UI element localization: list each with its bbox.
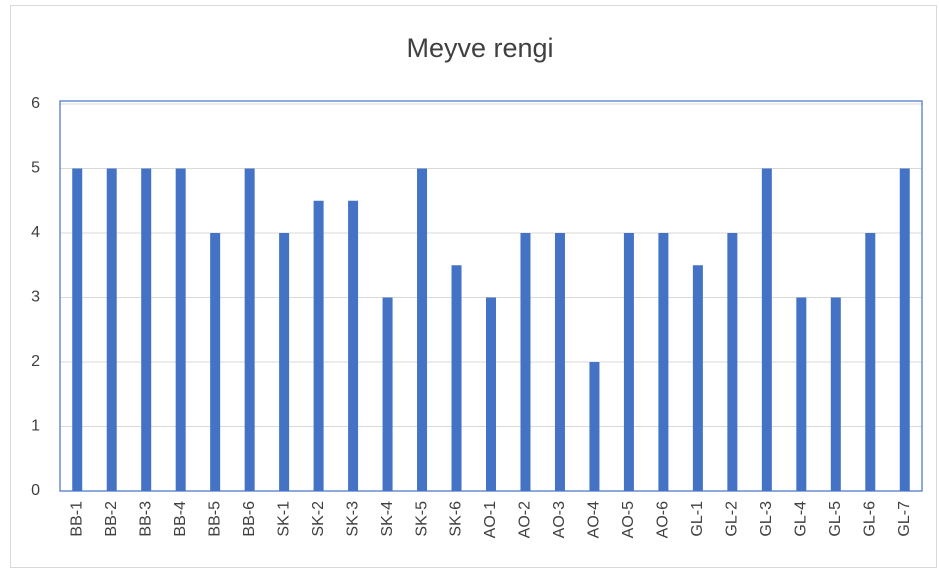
chart-title: Meyve rengi bbox=[406, 33, 553, 63]
x-tick-label: GL-7 bbox=[896, 501, 913, 537]
y-tick-label: 4 bbox=[31, 224, 40, 241]
y-tick-label: 2 bbox=[31, 353, 40, 370]
bar bbox=[486, 297, 496, 491]
x-tick-label: GL-1 bbox=[689, 501, 706, 537]
bar bbox=[692, 265, 703, 491]
x-tick-label: SK-3 bbox=[344, 501, 361, 537]
x-tick-label: BB-5 bbox=[206, 501, 223, 537]
bar bbox=[244, 168, 255, 491]
bar bbox=[761, 168, 772, 491]
bar bbox=[72, 168, 83, 491]
x-tick-label: BB-6 bbox=[241, 501, 258, 537]
bar bbox=[520, 233, 531, 491]
x-tick-label: BB-4 bbox=[172, 501, 189, 537]
x-tick-label: SK-4 bbox=[379, 501, 396, 537]
bar bbox=[141, 168, 152, 491]
bar bbox=[106, 168, 117, 491]
x-tick-label: BB-3 bbox=[137, 501, 154, 537]
x-tick-label: SK-1 bbox=[275, 501, 292, 537]
y-tick-label: 5 bbox=[31, 160, 40, 177]
bar bbox=[417, 168, 428, 491]
bar bbox=[658, 233, 669, 491]
x-tick-label: SK-6 bbox=[448, 501, 465, 537]
bar bbox=[830, 297, 841, 491]
bar bbox=[865, 233, 876, 491]
bar bbox=[451, 265, 462, 491]
x-tick-label: AO-4 bbox=[586, 501, 603, 538]
bar bbox=[796, 297, 807, 491]
y-tick-label: 6 bbox=[31, 95, 40, 112]
x-tick-label: AO-5 bbox=[620, 501, 637, 538]
x-tick-label: GL-2 bbox=[724, 501, 741, 537]
chart-border bbox=[10, 5, 937, 568]
bar bbox=[554, 233, 565, 491]
x-tick-label: SK-2 bbox=[310, 501, 327, 537]
bar bbox=[279, 233, 290, 491]
plot-border bbox=[59, 100, 923, 492]
x-tick-label: BB-1 bbox=[68, 501, 85, 537]
bar bbox=[727, 233, 738, 491]
bar bbox=[210, 233, 221, 491]
bar bbox=[175, 168, 186, 491]
x-tick-label: SK-5 bbox=[413, 501, 430, 537]
x-tick-label: AO-1 bbox=[482, 501, 499, 538]
x-tick-label: AO-3 bbox=[551, 501, 568, 538]
y-tick-label: 3 bbox=[31, 289, 40, 306]
y-tick-label: 0 bbox=[31, 482, 40, 499]
x-tick-label: AO-6 bbox=[655, 501, 672, 538]
y-tick-label: 1 bbox=[31, 418, 40, 435]
x-tick-label: GL-5 bbox=[827, 501, 844, 537]
x-tick-label: GL-4 bbox=[793, 501, 810, 537]
x-tick-label: AO-2 bbox=[517, 501, 534, 538]
bar bbox=[313, 200, 324, 491]
bar bbox=[623, 233, 634, 491]
x-tick-label: BB-2 bbox=[103, 501, 120, 537]
bar bbox=[589, 362, 600, 491]
x-tick-label: GL-6 bbox=[861, 501, 878, 537]
bar bbox=[899, 168, 910, 491]
bar bbox=[382, 297, 393, 491]
bar bbox=[348, 200, 359, 491]
x-tick-label: GL-3 bbox=[758, 501, 775, 537]
